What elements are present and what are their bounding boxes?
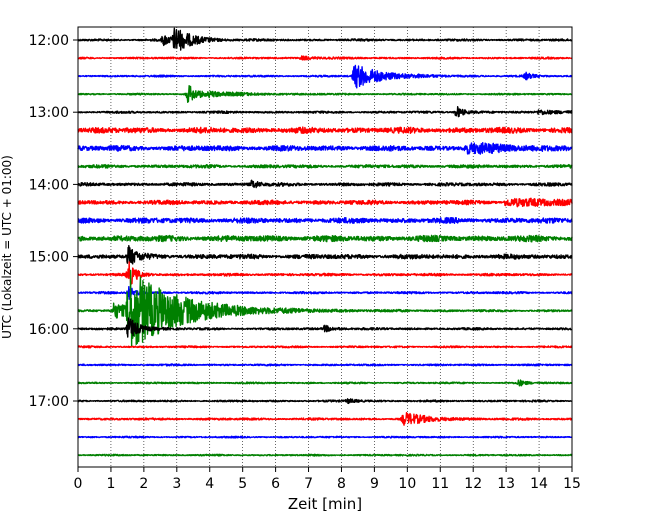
trace-1630 <box>77 363 573 367</box>
y-tick-label: 12:00 <box>29 33 69 49</box>
x-tick-label: 4 <box>205 476 214 492</box>
trace-1615 <box>77 345 573 349</box>
trace-1445 <box>77 234 573 243</box>
trace-1315 <box>77 126 573 135</box>
y-tick-label: 14:00 <box>29 177 69 193</box>
trace-1730 <box>77 435 573 439</box>
x-tick-label: 15 <box>563 476 581 492</box>
trace-1700 <box>77 398 573 405</box>
y-tick-label: 16:00 <box>29 322 69 338</box>
x-tick-label: 11 <box>431 476 449 492</box>
plot-frame <box>77 26 573 468</box>
x-tick-label: 0 <box>74 476 83 492</box>
x-tick-label: 14 <box>530 476 548 492</box>
y-axis-label: UTC (Lokalzeit = UTC + 01:00) <box>0 155 14 339</box>
x-tick-label: 6 <box>271 476 280 492</box>
x-tick-label: 9 <box>370 476 379 492</box>
vertical-gridlines <box>110 27 540 467</box>
x-tick-label: 3 <box>172 476 181 492</box>
trace-1500 <box>77 244 573 265</box>
x-axis-ticks: 0 1 2 3 4 5 6 7 8 9 10 11 12 13 14 15 <box>74 467 581 492</box>
trace-1245 <box>77 85 573 104</box>
y-tick-label: 13:00 <box>29 105 69 121</box>
trace-1430 <box>77 216 573 225</box>
seismogram-traces <box>77 27 573 457</box>
x-tick-label: 2 <box>139 476 148 492</box>
trace-1200 <box>77 27 573 51</box>
trace-1415 <box>77 197 573 208</box>
trace-1345 <box>77 163 573 169</box>
trace-1545 <box>77 269 573 347</box>
x-tick-label: 8 <box>337 476 346 492</box>
x-tick-label: 12 <box>464 476 482 492</box>
trace-1400 <box>77 179 573 189</box>
trace-1645 <box>77 379 573 387</box>
x-axis-label: Zeit [min] <box>288 495 362 513</box>
y-axis-ticks: 12:00 13:00 14:00 15:00 16:00 17:00 <box>29 33 78 410</box>
trace-1745 <box>77 453 573 457</box>
x-tick-label: 7 <box>304 476 313 492</box>
x-tick-label: 13 <box>497 476 515 492</box>
trace-1230 <box>77 64 573 89</box>
trace-1600 <box>77 317 573 338</box>
trace-1715 <box>77 411 573 426</box>
trace-1515 <box>77 261 573 285</box>
x-tick-label: 5 <box>238 476 247 492</box>
trace-1330 <box>77 141 573 155</box>
y-tick-label: 15:00 <box>29 250 69 266</box>
trace-1300 <box>77 106 573 118</box>
x-tick-label: 10 <box>398 476 416 492</box>
y-tick-label: 17:00 <box>29 394 69 410</box>
x-tick-label: 1 <box>106 476 115 492</box>
trace-1215 <box>77 55 573 61</box>
